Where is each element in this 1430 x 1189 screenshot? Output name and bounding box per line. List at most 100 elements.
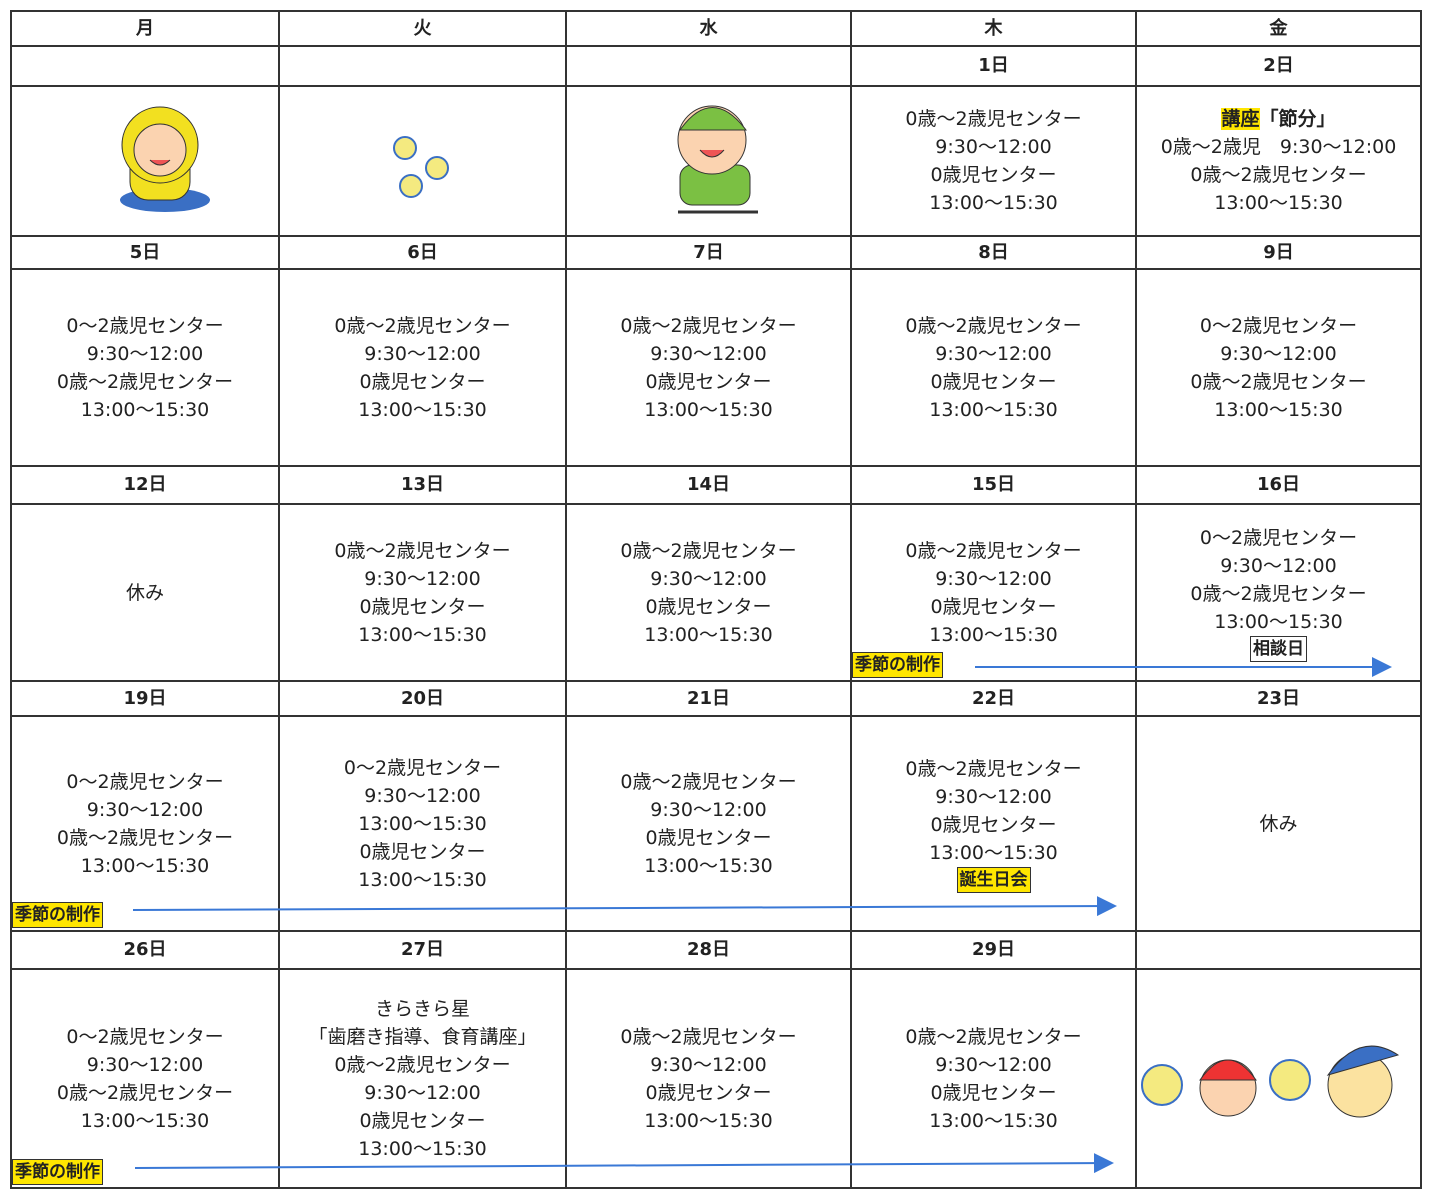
- schedule-line: きらきら星: [374, 997, 470, 1020]
- schedule-line: 0歳児センター: [645, 826, 772, 849]
- schedule-line: 0歳〜2歳児センター: [56, 370, 234, 393]
- day-cell: 0歳〜2歳児センター 9:30〜12:00 0歳児センター 13:00〜15:30 季節…: [850, 503, 1137, 682]
- date: 22日: [971, 687, 1016, 709]
- schedule-line: 9:30〜12:00: [364, 1081, 481, 1104]
- day-cell: 0歳〜2歳児センター 9:30〜12:00 0歳児センター 13:00〜15:30: [565, 968, 852, 1189]
- schedule-line: 0〜2歳児センター: [66, 770, 224, 793]
- day-header: 月: [10, 10, 280, 47]
- day-header: 火: [278, 10, 567, 47]
- date-cell: 14日: [565, 465, 852, 505]
- schedule-line: 9:30〜12:00: [86, 798, 204, 821]
- date-cell: 15日: [850, 465, 1137, 505]
- day-cell: 0〜2歳児センター 9:30〜12:00 0歳〜2歳児センター 13:00〜15:30…: [1135, 503, 1422, 682]
- date: 19日: [123, 687, 167, 709]
- day-cell: 0〜2歳児センター 9:30〜12:00 13:00〜15:30 0歳児センター 13:…: [278, 715, 567, 932]
- schedule-line: 0歳〜2歳児センター: [905, 108, 1082, 130]
- lead-line: 講座「節分」: [1221, 105, 1336, 133]
- date: 7日: [693, 241, 724, 263]
- schedule-line: 13:00〜15:30: [358, 1137, 487, 1160]
- schedule-line: 0歳〜2歳児センター: [620, 314, 797, 337]
- schedule-line: 9:30〜12:00: [935, 342, 1052, 365]
- schedule-line: 0歳〜2歳児センター: [905, 314, 1082, 337]
- schedule-line: 13:00〜15:30: [80, 398, 210, 421]
- date-cell: 8日: [850, 235, 1137, 270]
- date-cell: [565, 45, 852, 87]
- schedule-line: 9:30〜12:00: [364, 784, 481, 807]
- schedule-line: 9:30〜12:00: [650, 1053, 767, 1076]
- date-cell: 9日: [1135, 235, 1422, 270]
- schedule-line: 9:30〜12:00: [364, 342, 481, 365]
- date: 27日: [400, 939, 445, 960]
- date: 15日: [971, 474, 1016, 495]
- schedule-line: 0歳児センター: [930, 813, 1057, 836]
- schedule-line: 0歳〜2歳児センター: [1190, 164, 1367, 186]
- day-name: 水: [699, 17, 718, 39]
- schedule-line: 9:30〜12:00: [935, 136, 1052, 158]
- schedule-line: 13:00〜15:30: [358, 623, 487, 646]
- seasonal-label: 季節の制作: [12, 1159, 103, 1185]
- schedule-line: 13:00〜15:30: [80, 854, 210, 877]
- schedule-line: 9:30〜12:00: [650, 798, 767, 821]
- schedule-line: 0歳〜2歳児センター: [905, 539, 1082, 562]
- day-cell: [1135, 968, 1422, 1189]
- schedule-line: 0歳〜2歳児センター: [620, 539, 797, 562]
- schedule-line: 13:00〜15:30: [80, 1109, 210, 1132]
- date-cell: 22日: [850, 680, 1137, 717]
- date: 14日: [686, 474, 731, 495]
- schedule-line: 13:00〜15:30: [1214, 192, 1343, 214]
- date: 13日: [400, 474, 445, 495]
- date-cell: 6日: [278, 235, 567, 270]
- date: 21日: [686, 687, 731, 709]
- schedule-line: 0歳児センター: [645, 370, 772, 393]
- schedule-line: 13:00〜15:30: [929, 623, 1058, 646]
- schedule-line: 9:30〜12:00: [86, 1053, 204, 1076]
- event-label: 誕生日会: [956, 866, 1031, 893]
- date-cell: 2日: [1135, 45, 1422, 87]
- schedule-line: 0歳児センター: [359, 1109, 486, 1132]
- date-cell: 5日: [10, 235, 280, 270]
- day-cell: 0〜2歳児センター 9:30〜12:00 0歳〜2歳児センター 13:00〜15:30…: [10, 715, 280, 932]
- day-cell: [278, 85, 567, 237]
- schedule-line: 13:00〜15:30: [358, 812, 487, 835]
- schedule-line: 0歳〜2歳児センター: [620, 770, 797, 793]
- schedule-line: 0〜2歳児センター: [1199, 314, 1358, 337]
- day-cell: 休み: [10, 503, 280, 682]
- schedule-line: 0〜2歳児センター: [66, 1025, 224, 1048]
- schedule-line: 13:00〜15:30: [1214, 398, 1343, 421]
- day-cell: 0歳〜2歳児センター 9:30〜12:00 0歳児センター 13:00〜15:30: [565, 268, 852, 467]
- date: 23日: [1256, 687, 1301, 709]
- schedule-line: 0歳児センター: [359, 840, 486, 863]
- schedule-line: 9:30〜12:00: [935, 1053, 1052, 1076]
- day-name: 木: [984, 17, 1003, 39]
- schedule-line: 0歳児センター: [930, 370, 1057, 393]
- schedule-line: 0歳児センター: [645, 595, 772, 618]
- day-cell: [10, 85, 280, 237]
- date: 6日: [407, 241, 438, 263]
- day-header: 木: [850, 10, 1137, 47]
- date-cell: 12日: [10, 465, 280, 505]
- day-name: 月: [136, 17, 154, 39]
- day-cell: 0歳〜2歳児センター 9:30〜12:00 0歳児センター 13:00〜15:30 誕生…: [850, 715, 1137, 932]
- date-cell: 21日: [565, 680, 852, 717]
- schedule-line: 0歳〜2歳児センター: [334, 1053, 511, 1076]
- day-header: 金: [1135, 10, 1422, 47]
- schedule-line: 9:30〜12:00: [935, 567, 1052, 590]
- schedule-line: 13:00〜15:30: [929, 398, 1058, 421]
- schedule-line: 9:30〜12:00: [1220, 554, 1337, 577]
- day-cell: 0歳〜2歳児センター 9:30〜12:00 0歳児センター 13:00〜15:30: [278, 268, 567, 467]
- date-cell: 7日: [565, 235, 852, 270]
- date: 29日: [971, 939, 1016, 960]
- schedule-line: 13:00〜15:30: [644, 854, 773, 877]
- schedule-line: 13:00〜15:30: [644, 1109, 773, 1132]
- date-cell: 26日: [10, 930, 280, 970]
- day-cell: 0〜2歳児センター 9:30〜12:00 0歳〜2歳児センター 13:00〜15:30: [10, 268, 280, 467]
- date: 9日: [1263, 241, 1294, 263]
- schedule-line: 9:30〜12:00: [650, 567, 767, 590]
- day-cell: 0〜2歳児センター 9:30〜12:00 0歳〜2歳児センター 13:00〜15:30: [1135, 268, 1422, 467]
- schedule-line: 0歳〜2歳児センター: [905, 757, 1082, 780]
- day-cell: 0歳〜2歳児センター 9:30〜12:00 0歳児センター 13:00〜15:30: [850, 268, 1137, 467]
- schedule-line: 0〜2歳児センター: [343, 756, 502, 779]
- day-cell: 0歳〜2歳児センター 9:30〜12:00 0歳児センター 13:00〜15:30: [565, 503, 852, 682]
- schedule-line: 0歳〜2歳児センター: [334, 314, 511, 337]
